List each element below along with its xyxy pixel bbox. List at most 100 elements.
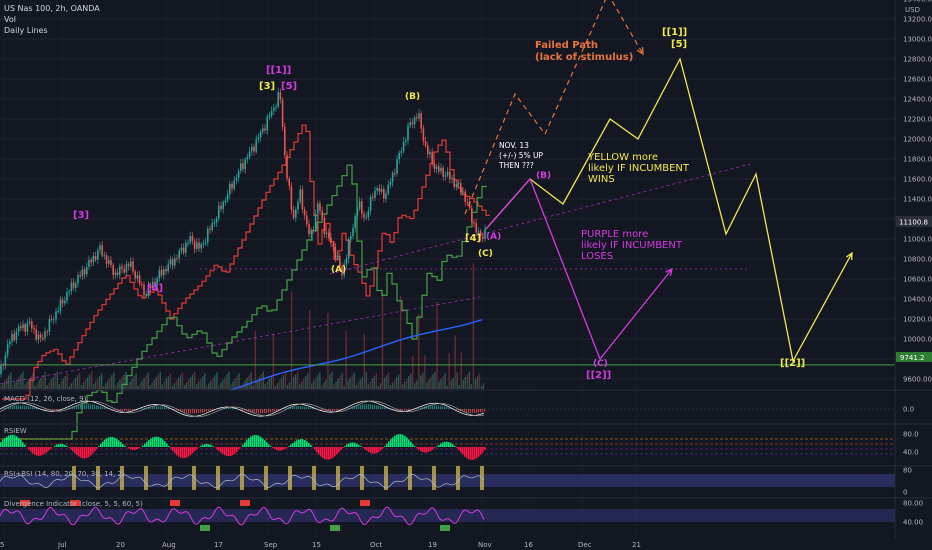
candle-body	[119, 266, 121, 275]
volume-bar	[204, 373, 206, 389]
rsiew-bar	[252, 435, 254, 447]
volume-bar	[62, 378, 65, 389]
volume-bar	[369, 381, 372, 389]
candle-body	[79, 275, 81, 277]
rsibsi-signal-bar	[360, 466, 364, 490]
macd-histogram-bar	[286, 407, 288, 409]
candle-body	[211, 223, 213, 230]
volume-bar	[177, 377, 180, 389]
macd-histogram-bar	[314, 408, 316, 409]
candle-body	[147, 284, 150, 295]
macd-histogram-bar	[394, 409, 396, 410]
rsiew-bar	[200, 445, 202, 447]
candle-body	[407, 125, 409, 141]
volume-bar	[193, 371, 196, 389]
macd-histogram-bar	[126, 409, 128, 411]
rsiew-bar	[148, 440, 150, 447]
volume-bar	[4, 380, 6, 389]
macd-histogram-bar	[274, 409, 276, 412]
volume-bar	[298, 384, 301, 389]
rsiew-bar	[24, 444, 26, 447]
rsiew-bar	[104, 439, 106, 447]
volume-bar	[127, 384, 129, 389]
macd-histogram-bar	[208, 409, 210, 412]
rsiew-bar	[158, 436, 160, 447]
candle-body	[455, 183, 458, 187]
candle-body	[125, 264, 128, 273]
volume-bar	[74, 377, 77, 389]
macd-histogram-bar	[430, 405, 432, 409]
candle-body	[33, 328, 35, 330]
macd-histogram-bar	[190, 409, 192, 414]
rsiew-bar	[432, 447, 434, 450]
volume-bar	[141, 380, 143, 389]
candle-body	[321, 211, 323, 218]
rsiew-bar	[334, 447, 336, 457]
rsibsi-signal-bar	[168, 466, 172, 490]
candle-body	[39, 334, 42, 338]
macd-histogram-bar	[232, 408, 234, 409]
candle-body	[110, 260, 112, 265]
rsiew-bar	[242, 444, 244, 447]
volume-bar	[195, 384, 198, 389]
volume-bar	[250, 372, 252, 389]
rsiew-bar	[310, 444, 312, 447]
candle-body	[383, 188, 385, 199]
candle-body	[66, 291, 68, 301]
candle-body	[6, 344, 9, 356]
macd-histogram-bar	[100, 406, 102, 409]
volume-bar	[147, 372, 149, 389]
rsiew-bar	[136, 447, 138, 450]
volume-bar	[270, 376, 273, 389]
rsiew-bar	[132, 447, 134, 450]
panel-scale-label: 0	[903, 489, 907, 497]
rsiew-bar	[460, 447, 462, 453]
wave-label-5-yellow: [5]	[671, 39, 687, 50]
rsiew-bar	[262, 438, 264, 447]
macd-histogram-bar	[160, 406, 162, 409]
macd-histogram-bar	[248, 409, 250, 412]
macd-histogram-bar	[230, 407, 232, 409]
volume-bar	[92, 384, 95, 389]
candle-body	[405, 140, 407, 142]
macd-histogram-bar	[362, 404, 364, 409]
candle-body	[0, 364, 2, 374]
rsiew-bar	[236, 447, 238, 452]
candle-body	[44, 331, 46, 339]
volume-bar	[0, 386, 2, 389]
volume-bar	[442, 376, 444, 389]
rsiew-bar	[84, 447, 86, 459]
candle-body	[176, 258, 178, 260]
rsiew-bar	[466, 447, 468, 459]
macd-histogram-bar	[402, 409, 404, 411]
rsiew-bar	[30, 447, 32, 452]
candle-body	[385, 193, 387, 199]
volume-bar	[335, 381, 337, 389]
macd-histogram-bar	[80, 404, 82, 409]
volume-bar	[232, 381, 234, 389]
current-price-label: 11100.8	[899, 219, 928, 227]
volume-bar	[216, 372, 218, 389]
wave-label-3-left: [3]	[73, 210, 89, 221]
volume-bar	[52, 377, 54, 389]
volume-bar	[135, 373, 137, 389]
candle-body	[218, 205, 220, 219]
macd-histogram-bar	[310, 407, 312, 409]
candle-body	[451, 177, 453, 180]
macd-histogram-bar	[106, 407, 108, 409]
rsiew-bar	[292, 442, 294, 447]
rsiew-bar	[62, 444, 64, 447]
rsiew-bar	[254, 434, 256, 447]
volume-bar	[2, 383, 4, 389]
volume-bar	[347, 380, 349, 389]
rsiew-bar	[346, 444, 348, 447]
rsiew-bar	[2, 439, 4, 447]
candle-body	[138, 275, 141, 285]
candle-body	[464, 191, 466, 202]
macd-histogram-bar	[210, 409, 212, 411]
rsiew-bar	[372, 447, 374, 454]
candle-body	[380, 188, 383, 192]
rsiew-bar	[178, 447, 180, 457]
macd-histogram-bar	[322, 409, 324, 411]
